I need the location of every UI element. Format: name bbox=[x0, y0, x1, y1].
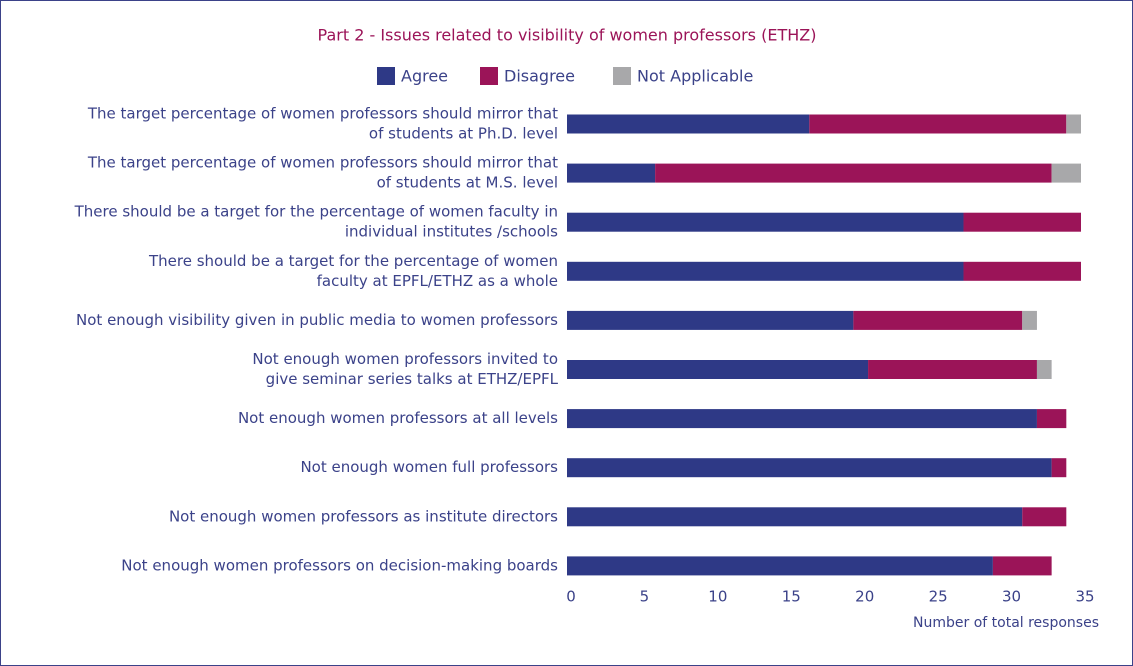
bar-segment bbox=[809, 114, 1067, 134]
bar-segment bbox=[868, 360, 1037, 379]
y-tick-label: give seminar series talks at ETHZ/EPFL bbox=[266, 370, 559, 388]
y-tick-label: individual institutes /schools bbox=[345, 223, 558, 241]
bar-segment bbox=[1051, 163, 1081, 183]
y-tick-label: Not enough women professors as institute… bbox=[169, 507, 558, 525]
bar-segment bbox=[567, 409, 1037, 429]
bar-segment bbox=[567, 458, 1052, 478]
y-tick-label: Not enough women full professors bbox=[300, 458, 558, 476]
bar-segment bbox=[1036, 409, 1067, 429]
bar-segment bbox=[655, 163, 1052, 183]
bar-segment bbox=[1022, 507, 1067, 527]
legend-swatch bbox=[480, 67, 498, 85]
y-tick-label: There should be a target for the percent… bbox=[148, 252, 558, 270]
y-tick-label: Not enough women professors invited to bbox=[252, 350, 558, 368]
bar-segment bbox=[567, 212, 964, 232]
legend-swatch bbox=[613, 67, 631, 85]
bar-segment bbox=[1022, 310, 1037, 330]
y-tick-label: Not enough visibility given in public me… bbox=[76, 311, 558, 329]
bar-segment bbox=[963, 261, 1081, 281]
x-tick-label: 5 bbox=[640, 588, 650, 606]
y-tick-label: The target percentage of women professor… bbox=[87, 105, 558, 123]
x-tick-label: 0 bbox=[566, 588, 576, 606]
x-tick-label: 20 bbox=[855, 588, 874, 606]
legend-label: Not Applicable bbox=[637, 67, 753, 86]
bar-segment bbox=[567, 261, 964, 281]
bar-segment bbox=[567, 556, 993, 576]
bar-segment bbox=[992, 556, 1052, 576]
x-tick-label: 15 bbox=[782, 588, 801, 606]
bar-segment bbox=[567, 163, 656, 183]
bar-segment bbox=[567, 360, 869, 379]
y-tick-label: of students at M.S. level bbox=[377, 174, 558, 192]
bar-segment bbox=[963, 212, 1081, 232]
legend-label: Agree bbox=[401, 67, 448, 86]
y-tick-label: There should be a target for the percent… bbox=[74, 203, 558, 221]
y-tick-label: of students at Ph.D. level bbox=[369, 125, 558, 143]
bar-segment bbox=[1036, 360, 1052, 379]
x-tick-label: 35 bbox=[1075, 588, 1094, 606]
y-tick-label: Not enough women professors on decision-… bbox=[121, 556, 558, 574]
y-tick-label: Not enough women professors at all level… bbox=[238, 409, 558, 427]
bar-segment bbox=[567, 507, 1023, 527]
bar-segment bbox=[567, 114, 810, 134]
x-axis-label: Number of total responses bbox=[913, 615, 1099, 631]
y-tick-label: faculty at EPFL/ETHZ as a whole bbox=[317, 272, 558, 290]
chart-title: Part 2 - Issues related to visibility of… bbox=[318, 26, 817, 45]
x-tick-label: 30 bbox=[1002, 588, 1021, 606]
legend-label: Disagree bbox=[504, 67, 575, 86]
y-tick-label: The target percentage of women professor… bbox=[87, 154, 558, 172]
bar-segment bbox=[1051, 458, 1067, 478]
x-tick-label: 25 bbox=[929, 588, 948, 606]
bar-segment bbox=[567, 310, 854, 330]
bar-segment bbox=[1066, 114, 1081, 134]
x-tick-label: 10 bbox=[708, 588, 727, 606]
legend-swatch bbox=[377, 67, 395, 85]
bar-segment bbox=[853, 310, 1023, 330]
